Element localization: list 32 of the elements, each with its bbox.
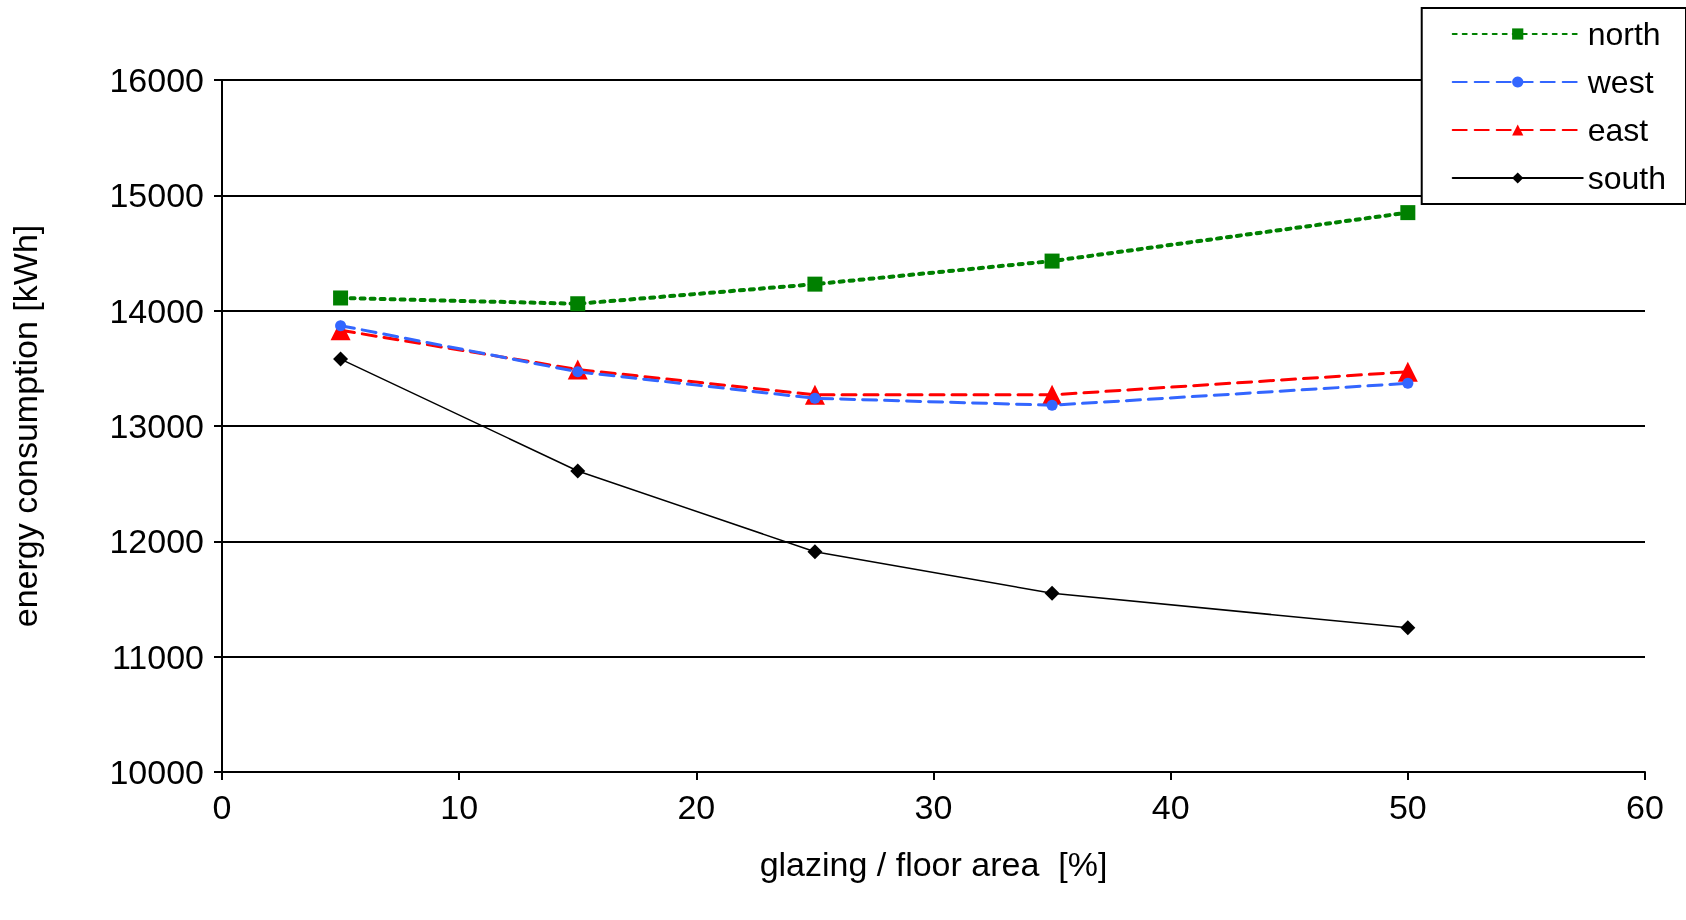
x-tick-label: 40 [1151, 788, 1190, 826]
x-tick-label: 60 [1626, 788, 1664, 826]
y-axis-title: energy consumption [kWh] [6, 224, 44, 628]
y-tick-label: 12000 [109, 522, 204, 561]
y-tick-label: 16000 [109, 61, 204, 99]
point [333, 290, 349, 306]
legend-label: east [1587, 112, 1649, 148]
x-axis-title: glazing / floor area [%] [759, 845, 1108, 883]
point [807, 544, 823, 560]
point [570, 463, 586, 479]
legend-label: west [1586, 64, 1654, 100]
y-tick-label: 13000 [109, 407, 204, 445]
point [1044, 253, 1060, 269]
x-tick-label: 20 [677, 788, 716, 826]
x-tick-label: 0 [212, 788, 232, 826]
y-tick-label: 10000 [109, 753, 204, 791]
point [1400, 620, 1416, 636]
point [807, 276, 823, 292]
y-tick-label: 15000 [109, 176, 204, 215]
point [570, 296, 586, 312]
point [1046, 399, 1058, 411]
point [1044, 585, 1060, 601]
x-tick-label: 50 [1388, 788, 1427, 826]
point [1400, 205, 1416, 221]
x-tick-label: 30 [914, 788, 953, 826]
legend-label: north [1587, 16, 1661, 52]
legend-label: south [1587, 160, 1666, 196]
point [333, 351, 349, 367]
y-tick-label: 11000 [111, 637, 204, 676]
y-tick-label: 14000 [109, 291, 204, 330]
point [1402, 377, 1414, 389]
x-tick-label: 10 [440, 788, 479, 826]
